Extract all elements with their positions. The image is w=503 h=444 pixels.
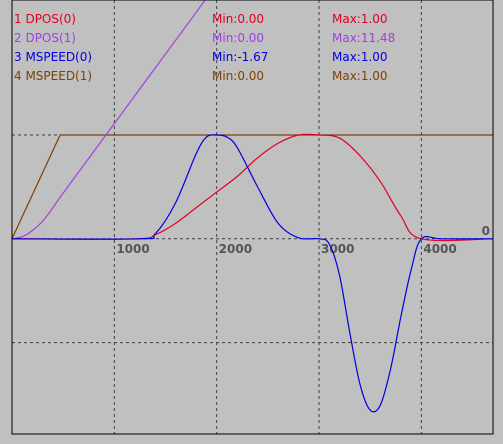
legend-label: 1 DPOS(0): [14, 12, 76, 26]
series-line: [11, 133, 494, 242]
x-tick-label: 1000: [116, 242, 149, 256]
legend-label: 2 DPOS(1): [14, 31, 76, 45]
legend-min: Min:0.00: [212, 31, 264, 45]
x-tick-label: 4000: [423, 242, 456, 256]
x-tick-label: 3000: [321, 242, 354, 256]
legend-max: Max:1.00: [332, 69, 388, 83]
legend-label: 4 MSPEED(1): [14, 69, 92, 83]
series-line: [11, 134, 493, 413]
legend-min: Min:0.00: [212, 69, 264, 83]
legend-max: Max:1.00: [332, 50, 388, 64]
series-layer: [11, 0, 494, 413]
legend-max: Max:1.00: [332, 12, 388, 26]
series-line: [11, 134, 493, 240]
series-line: [11, 0, 207, 240]
legend-label: 3 MSPEED(0): [14, 50, 92, 64]
legend: 1 DPOS(0) Min:0.00 Max:1.00 2 DPOS(1) Min:0.…: [14, 12, 395, 83]
plot-border: [11, 0, 494, 435]
legend-min: Min:-1.67: [212, 50, 268, 64]
legend-max: Max:11.48: [332, 31, 395, 45]
legend-min: Min:0.00: [212, 12, 264, 26]
x-tick-label: 2000: [219, 242, 252, 256]
y-zero-label: 0: [482, 224, 490, 238]
